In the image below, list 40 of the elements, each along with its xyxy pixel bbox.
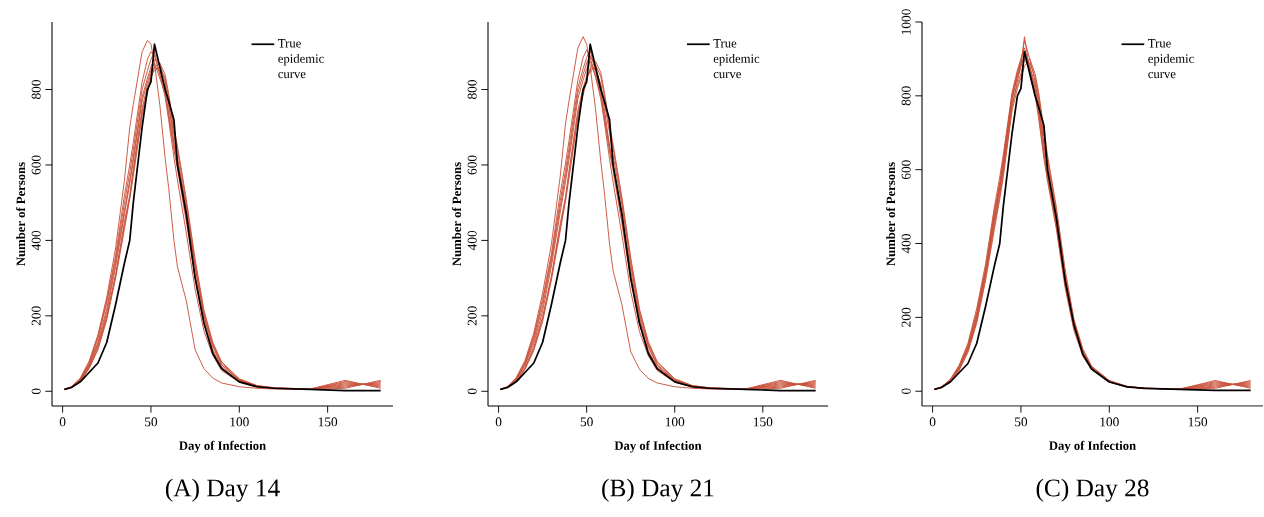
legend-label: True epidemic curve bbox=[1148, 39, 1194, 79]
y-axis-title: Number of Persons bbox=[886, 162, 896, 266]
text: (C) Day 28 bbox=[1036, 478, 1149, 502]
y-tick-label: 400 bbox=[467, 230, 477, 251]
legend-label: True epidemic curve bbox=[278, 39, 324, 79]
y-tick-label: 600 bbox=[31, 155, 41, 175]
x-tick-label: 0 bbox=[929, 417, 936, 427]
y-tick-label: 1000 bbox=[901, 9, 911, 35]
y-tick-label: 400 bbox=[901, 234, 911, 254]
x-tick-label: 100 bbox=[230, 417, 249, 427]
x-tick-label: 100 bbox=[665, 417, 685, 427]
x-tick-label: 50 bbox=[580, 417, 593, 427]
x-axis-title: Day of Infection bbox=[614, 440, 702, 453]
y-tick-label: 200 bbox=[31, 306, 41, 326]
y-tick-label: 800 bbox=[31, 80, 41, 99]
x-axis-title: Day of Infection bbox=[179, 440, 266, 453]
y-tick-label: 200 bbox=[901, 307, 911, 327]
y-axis-title: Number of Persons bbox=[452, 162, 462, 266]
x-tick-label: 150 bbox=[318, 417, 338, 427]
legend-label: True epidemic curve bbox=[713, 39, 760, 79]
x-axis-title: Day of Infection bbox=[1049, 440, 1136, 453]
x-tick-label: 50 bbox=[145, 417, 158, 427]
x-tick-label: 100 bbox=[1100, 417, 1119, 427]
x-tick-label: 0 bbox=[495, 417, 502, 427]
y-tick-label: 0 bbox=[467, 388, 477, 395]
y-tick-label: 600 bbox=[467, 155, 477, 175]
y-tick-label: 200 bbox=[467, 306, 477, 326]
x-tick-label: 150 bbox=[1188, 417, 1208, 427]
y-tick-label: 0 bbox=[901, 388, 911, 395]
x-tick-label: 0 bbox=[59, 417, 66, 427]
y-tick-label: 0 bbox=[31, 388, 41, 395]
y-tick-label: 800 bbox=[901, 86, 911, 106]
text: (A) Day 14 bbox=[165, 478, 280, 502]
text: (B) Day 21 bbox=[602, 478, 714, 502]
y-tick-label: 600 bbox=[901, 160, 911, 180]
y-tick-label: 400 bbox=[31, 230, 41, 251]
x-tick-label: 50 bbox=[1015, 417, 1028, 427]
y-axis-title: Number of Persons bbox=[16, 162, 26, 266]
x-tick-label: 150 bbox=[753, 417, 773, 427]
y-tick-label: 800 bbox=[467, 80, 477, 99]
